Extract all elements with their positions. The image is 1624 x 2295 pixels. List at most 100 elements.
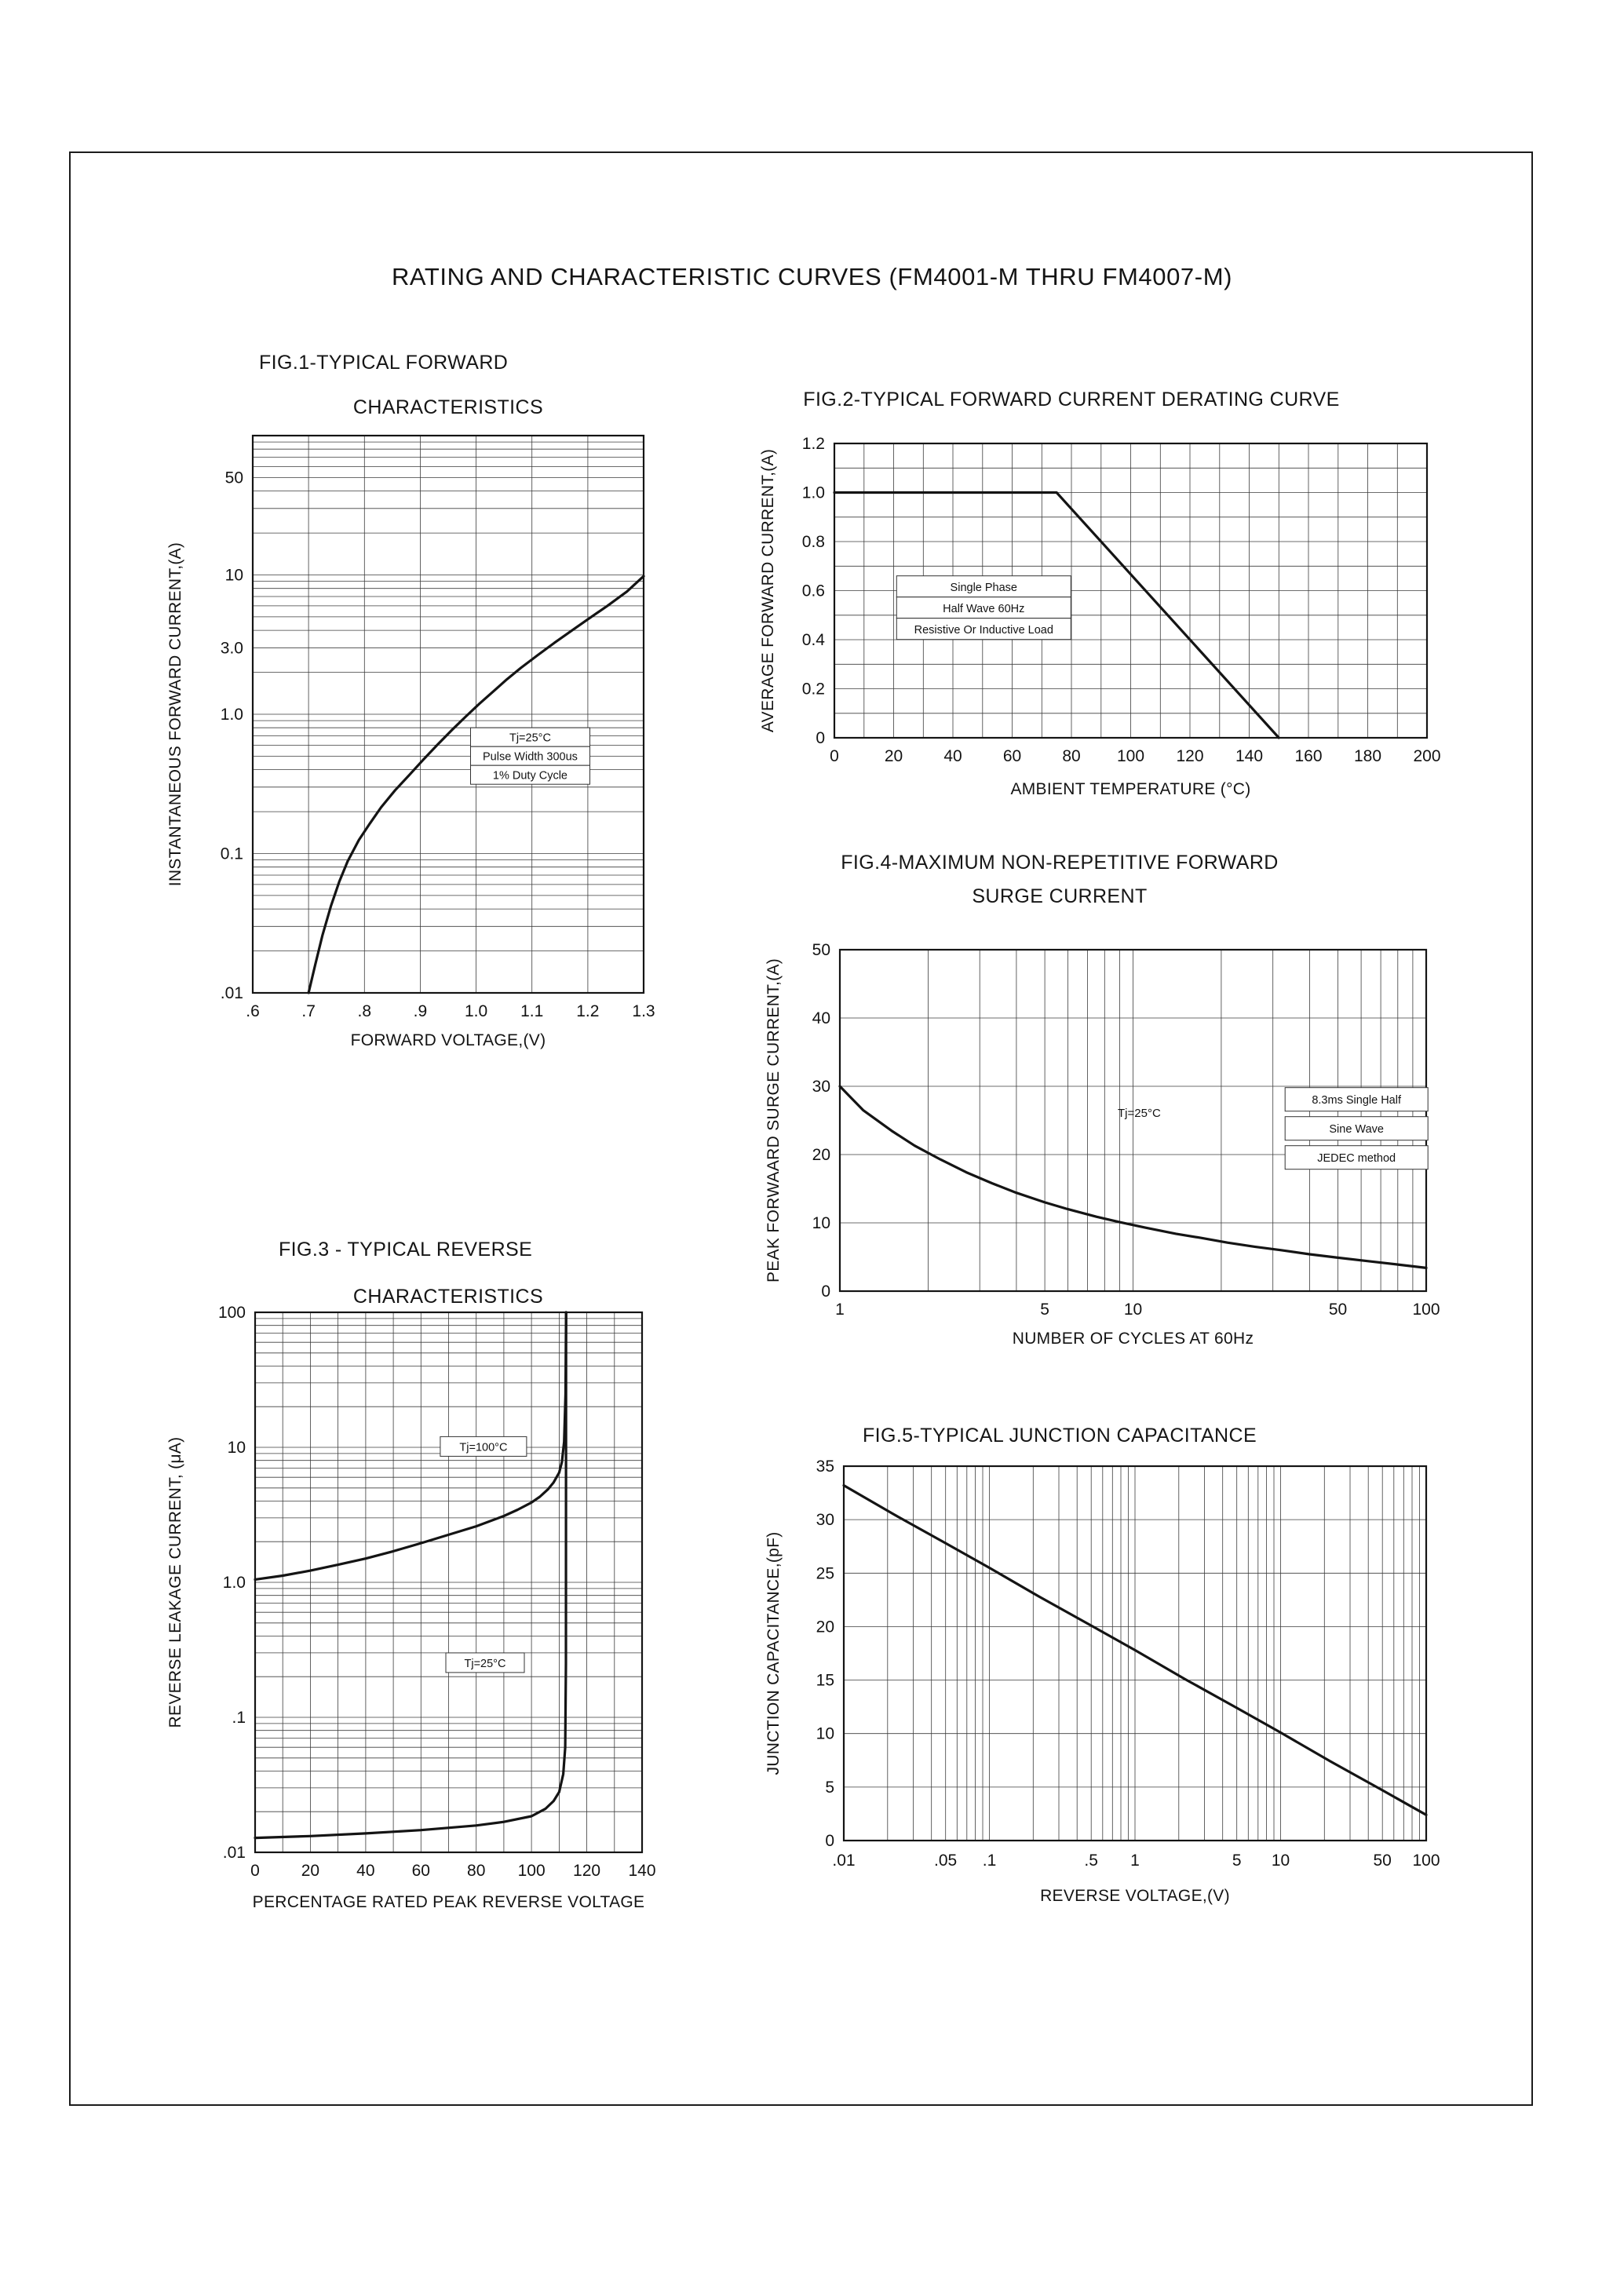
svg-text:0.4: 0.4 — [802, 631, 826, 649]
fig4-annotation-0: Tj=25°C — [1118, 1107, 1161, 1120]
svg-text:JEDEC method: JEDEC method — [1317, 1152, 1396, 1165]
svg-text:100: 100 — [218, 1304, 246, 1322]
svg-text:25: 25 — [816, 1564, 834, 1582]
svg-text:.6: .6 — [246, 1002, 260, 1020]
fig3-annotation-box — [440, 1436, 527, 1457]
fig1-forward-characteristics-chart: .6 .7 .8 .9 1.0 1.1 1.2 1.3 50 10 3.0 1.0 0.1 .01 FORW… — [166, 434, 655, 1049]
svg-text:100: 100 — [1117, 747, 1144, 765]
fig1-title-line2: CHARACTERISTICS — [352, 396, 544, 418]
svg-text:.05: .05 — [934, 1852, 957, 1870]
svg-text:20: 20 — [812, 1146, 830, 1164]
svg-text:.8: .8 — [358, 1002, 372, 1020]
svg-text:180: 180 — [1354, 747, 1381, 765]
svg-text:40: 40 — [812, 1009, 830, 1027]
svg-text:10: 10 — [816, 1725, 834, 1743]
fig4-surge-current-chart: 1 5 10 50 100 0 10 20 30 40 50 NUMBER OF CYCLES AT … — [765, 941, 1440, 1348]
svg-text:Single Phase: Single Phase — [951, 582, 1017, 594]
fig2-series-derating-curve — [833, 491, 1280, 739]
svg-text:140: 140 — [628, 1862, 655, 1880]
svg-text:0.6: 0.6 — [802, 582, 825, 600]
svg-text:1.0: 1.0 — [465, 1002, 487, 1020]
fig5-series-junction-capacitance — [842, 1483, 1428, 1816]
svg-text:100: 100 — [1412, 1301, 1440, 1319]
svg-text:.1: .1 — [983, 1852, 997, 1870]
svg-text:.1: .1 — [232, 1709, 246, 1727]
svg-text:40: 40 — [943, 747, 962, 765]
svg-text:60: 60 — [412, 1862, 430, 1880]
fig4-series-surge-current — [838, 1085, 1428, 1269]
page-border — [69, 151, 1533, 2106]
svg-text:10: 10 — [1124, 1301, 1142, 1319]
svg-text:140: 140 — [1235, 747, 1263, 765]
svg-text:50: 50 — [1373, 1852, 1391, 1870]
svg-text:120: 120 — [1176, 747, 1203, 765]
svg-text:20: 20 — [816, 1618, 834, 1636]
svg-text:.01: .01 — [221, 984, 243, 1002]
svg-text:0: 0 — [830, 747, 839, 765]
fig4-annotation-box — [1284, 1116, 1429, 1141]
fig5-x-axis-label: REVERSE VOLTAGE,(V) — [1040, 1887, 1230, 1905]
svg-text:100: 100 — [518, 1862, 546, 1880]
svg-text:1.3: 1.3 — [632, 1002, 655, 1020]
fig3-series-tj-25c — [254, 1311, 567, 1840]
svg-text:1.0: 1.0 — [802, 484, 825, 502]
svg-text:Tj=25°C: Tj=25°C — [509, 732, 551, 745]
svg-text:160: 160 — [1294, 747, 1322, 765]
fig3-series-tj-100c — [254, 1311, 567, 1581]
svg-text:0: 0 — [825, 1832, 834, 1850]
svg-text:.01: .01 — [832, 1852, 855, 1870]
svg-text:5: 5 — [825, 1779, 834, 1797]
fig3-annotation-box — [445, 1652, 525, 1673]
svg-text:0: 0 — [821, 1282, 830, 1301]
svg-text:.7: .7 — [301, 1002, 316, 1020]
svg-text:20: 20 — [885, 747, 903, 765]
svg-text:.5: .5 — [1084, 1852, 1098, 1870]
fig2-title: FIG.2-TYPICAL FORWARD CURRENT DERATING C… — [803, 389, 1340, 410]
svg-text:10: 10 — [1272, 1852, 1290, 1870]
fig4-title-line2: SURGE CURRENT — [972, 885, 1148, 907]
fig1-x-axis-label: FORWARD VOLTAGE,(V) — [351, 1031, 546, 1049]
svg-text:30: 30 — [816, 1511, 834, 1529]
svg-text:35: 35 — [816, 1458, 834, 1476]
svg-text:Half Wave 60Hz: Half Wave 60Hz — [943, 603, 1024, 615]
svg-text:10: 10 — [225, 567, 243, 585]
svg-text:.01: .01 — [223, 1844, 246, 1862]
svg-text:50: 50 — [812, 941, 830, 959]
svg-text:1.1: 1.1 — [520, 1002, 543, 1020]
fig5-y-axis-label: JUNCTION CAPACITANCE,(pF) — [765, 1531, 783, 1775]
svg-text:1.2: 1.2 — [802, 435, 825, 453]
svg-text:100: 100 — [1412, 1852, 1440, 1870]
svg-text:40: 40 — [356, 1862, 374, 1880]
fig3-plot-border — [254, 1311, 644, 1854]
fig2-x-axis-label: AMBIENT TEMPERATURE (°C) — [1010, 780, 1250, 798]
svg-text:0.1: 0.1 — [221, 845, 243, 863]
svg-text:Sine Wave: Sine Wave — [1329, 1123, 1384, 1136]
svg-text:200: 200 — [1413, 747, 1440, 765]
fig3-y-axis-label: REVERSE LEAKAGE CURRENT, (μA) — [166, 1437, 184, 1728]
svg-text:60: 60 — [1003, 747, 1021, 765]
page-title: RATING AND CHARACTERISTIC CURVES (FM4001… — [391, 263, 1233, 290]
svg-text:50: 50 — [225, 469, 243, 487]
svg-text:Pulse Width 300us: Pulse Width 300us — [483, 751, 578, 764]
svg-text:1: 1 — [1130, 1852, 1140, 1870]
svg-text:120: 120 — [573, 1862, 600, 1880]
fig2-y-axis-label: AVERAGE FORWARD CURRENT,(A) — [759, 449, 777, 732]
svg-text:0.2: 0.2 — [802, 680, 825, 699]
svg-text:1% Duty Cycle: 1% Duty Cycle — [493, 770, 567, 783]
svg-text:3.0: 3.0 — [221, 639, 243, 657]
fig1-title-line1: FIG.1-TYPICAL FORWARD — [259, 352, 509, 374]
fig3-title-line1: FIG.3 - TYPICAL REVERSE — [279, 1239, 533, 1261]
fig2-annotation-box — [896, 618, 1071, 640]
fig1-y-axis-label: INSTANTANEOUS FORWARD CURRENT,(A) — [166, 542, 184, 886]
fig4-title-line1: FIG.4-MAXIMUM NON-REPETITIVE FORWARD — [841, 852, 1279, 874]
svg-text:Tj=100°C: Tj=100°C — [459, 1441, 507, 1454]
svg-text:Resistive Or Inductive Load: Resistive Or Inductive Load — [914, 624, 1053, 637]
fig1-annotation-box — [470, 764, 590, 785]
fig4-y-axis-label: PEAK FORWAARD SURGE CURRENT,(A) — [765, 958, 783, 1282]
svg-text:30: 30 — [812, 1078, 830, 1096]
svg-text:50: 50 — [1329, 1301, 1347, 1319]
svg-text:8.3ms Single Half: 8.3ms Single Half — [1312, 1094, 1402, 1107]
svg-text:0.8: 0.8 — [802, 533, 825, 551]
svg-text:5: 5 — [1232, 1852, 1242, 1870]
